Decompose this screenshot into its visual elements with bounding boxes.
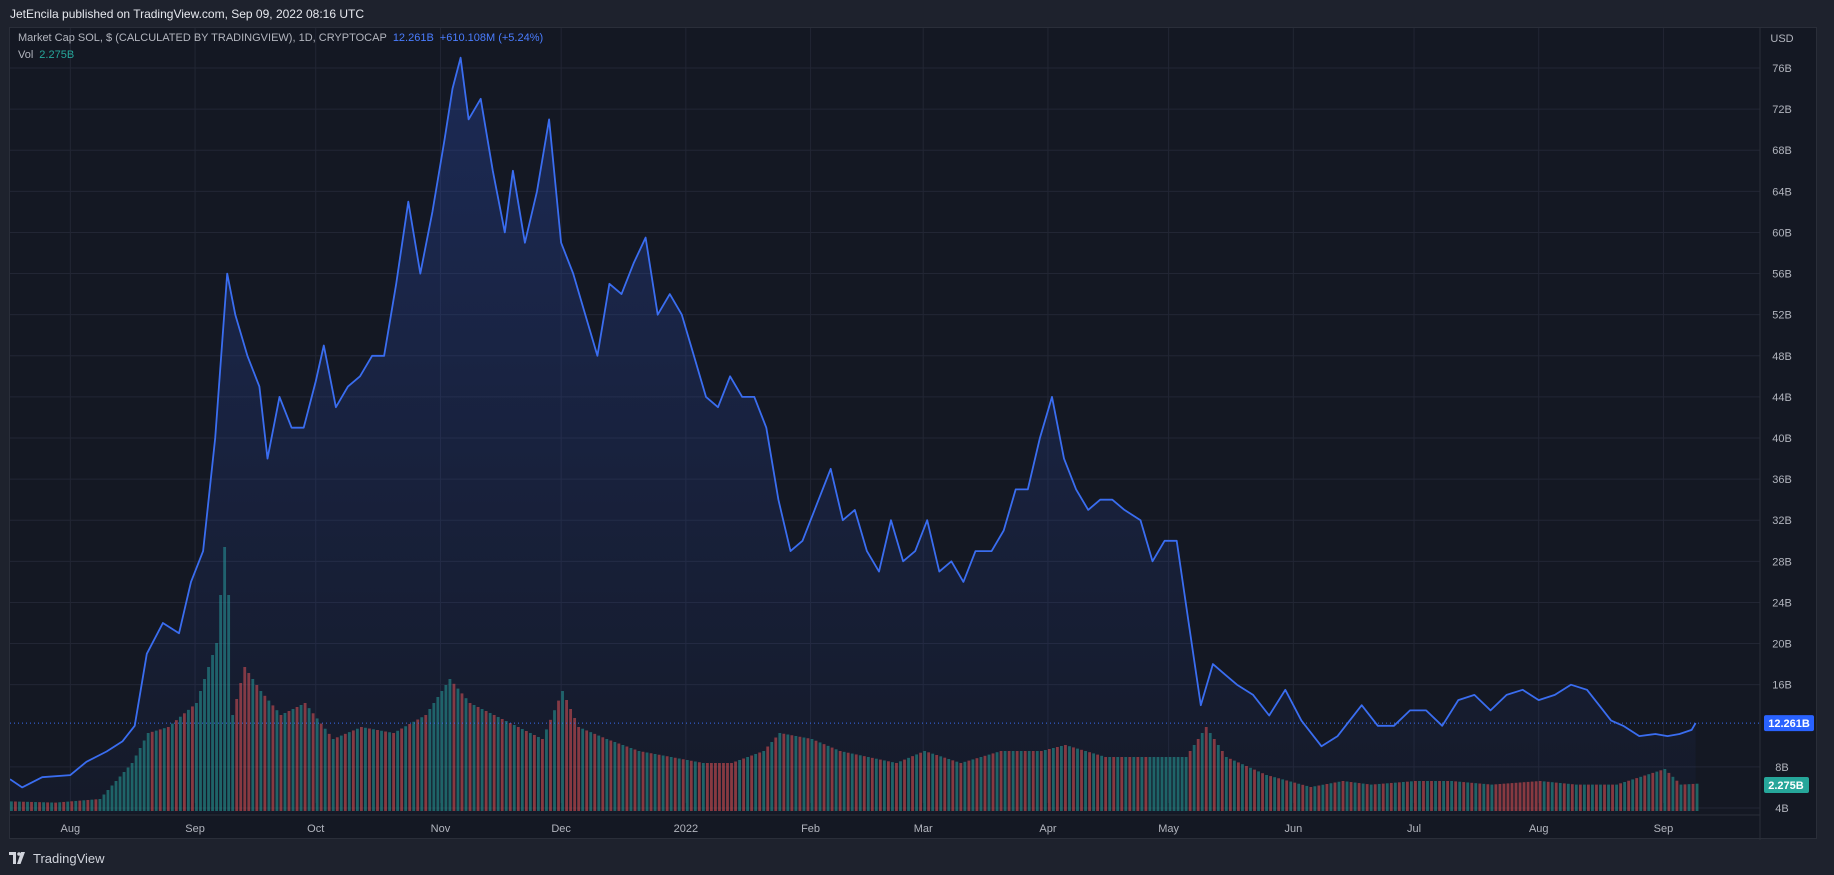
y-tick-label[interactable]: 68B: [1772, 145, 1792, 157]
price-area: [10, 56, 1697, 813]
footer[interactable]: TradingView: [9, 848, 105, 868]
y-tick-label[interactable]: 24B: [1772, 597, 1792, 609]
x-tick-label[interactable]: Jun: [1284, 823, 1302, 835]
last-price-badge: [1764, 715, 1814, 732]
y-tick-label[interactable]: 36B: [1772, 474, 1792, 486]
legend-vol-label: Vol: [18, 49, 34, 61]
y-tick-label[interactable]: 44B: [1772, 392, 1792, 404]
price-badges: 12.261B 2.275B: [1764, 715, 1814, 793]
x-tick-label[interactable]: Mar: [914, 823, 933, 835]
x-tick-label[interactable]: Aug: [1529, 823, 1549, 835]
x-tick-label[interactable]: Nov: [431, 823, 451, 835]
x-tick-label[interactable]: Dec: [551, 823, 571, 835]
chart-frame[interactable]: 4B 8B 16B 20B 24B 28B 32B 36B 40B 44B 48B 52B 56B 60B…: [9, 27, 1818, 840]
x-tick-label[interactable]: May: [1158, 823, 1179, 835]
x-tick-label[interactable]: Aug: [61, 823, 81, 835]
legend-vol-value: 2.275B: [39, 49, 75, 61]
x-tick-label[interactable]: Feb: [801, 823, 820, 835]
footer-brand: TradingView: [33, 850, 105, 866]
x-tick-label[interactable]: Apr: [1039, 823, 1056, 835]
legend-main-row: Market Cap SOL, $ (CALCULATED BY TRADING…: [18, 30, 543, 47]
currency-label: USD: [1770, 33, 1793, 45]
y-tick-label[interactable]: 16B: [1772, 680, 1792, 692]
y-tick-label[interactable]: 32B: [1772, 515, 1792, 527]
x-tick-label[interactable]: Jul: [1407, 823, 1421, 835]
price-area-fill: [10, 57, 1696, 813]
last-volume-badge: [1764, 777, 1809, 793]
y-tick-label[interactable]: 64B: [1772, 186, 1792, 198]
y-tick-label[interactable]: 28B: [1772, 556, 1792, 568]
price-line: [10, 56, 1697, 789]
y-tick-label[interactable]: 76B: [1772, 63, 1792, 75]
last-price-badge-label: 12.261B: [1768, 718, 1810, 730]
chart-legend[interactable]: Market Cap SOL, $ (CALCULATED BY TRADING…: [18, 30, 543, 64]
y-tick-label[interactable]: 56B: [1772, 269, 1792, 281]
y-tick-label[interactable]: 40B: [1772, 433, 1792, 445]
y-tick-label[interactable]: 52B: [1772, 310, 1792, 322]
tradingview-logo-icon: [9, 852, 25, 864]
y-tick-label[interactable]: 20B: [1772, 639, 1792, 651]
y-tick-label[interactable]: 48B: [1772, 351, 1792, 363]
y-tick-label[interactable]: 72B: [1772, 104, 1792, 116]
last-volume-badge-label: 2.275B: [1768, 780, 1804, 792]
legend-change: +610.108M (+5.24%): [439, 32, 544, 44]
legend-volume-row: Vol 2.275B: [18, 47, 543, 64]
x-tick-label[interactable]: Sep: [1654, 823, 1674, 835]
y-tick-label[interactable]: 60B: [1772, 227, 1792, 239]
publish-info: JetEncila published on TradingView.com, …: [10, 7, 364, 21]
legend-last-value: 12.261B: [392, 32, 434, 44]
y-axis[interactable]: 4B 8B 16B 20B 24B 28B 32B 36B 40B 44B 48B 52B 56B 60B…: [1759, 28, 1794, 840]
volume-bar: [1695, 783, 1699, 811]
x-tick-label[interactable]: Sep: [185, 823, 205, 835]
x-axis[interactable]: Aug Sep Oct Nov Dec 2022 Feb Mar Apr May Jun Jul Aug…: [10, 814, 1760, 835]
y-tick-label[interactable]: 8B: [1775, 762, 1788, 774]
legend-symbol: Market Cap SOL, $ (CALCULATED BY TRADING…: [18, 32, 387, 44]
price-chart[interactable]: 4B 8B 16B 20B 24B 28B 32B 36B 40B 44B 48B 52B 56B 60B…: [10, 28, 1818, 840]
x-tick-label[interactable]: Oct: [307, 823, 324, 835]
x-tick-label[interactable]: 2022: [674, 823, 698, 835]
y-tick-label[interactable]: 4B: [1775, 803, 1788, 815]
top-bar: JetEncila published on TradingView.com, …: [0, 0, 1834, 27]
